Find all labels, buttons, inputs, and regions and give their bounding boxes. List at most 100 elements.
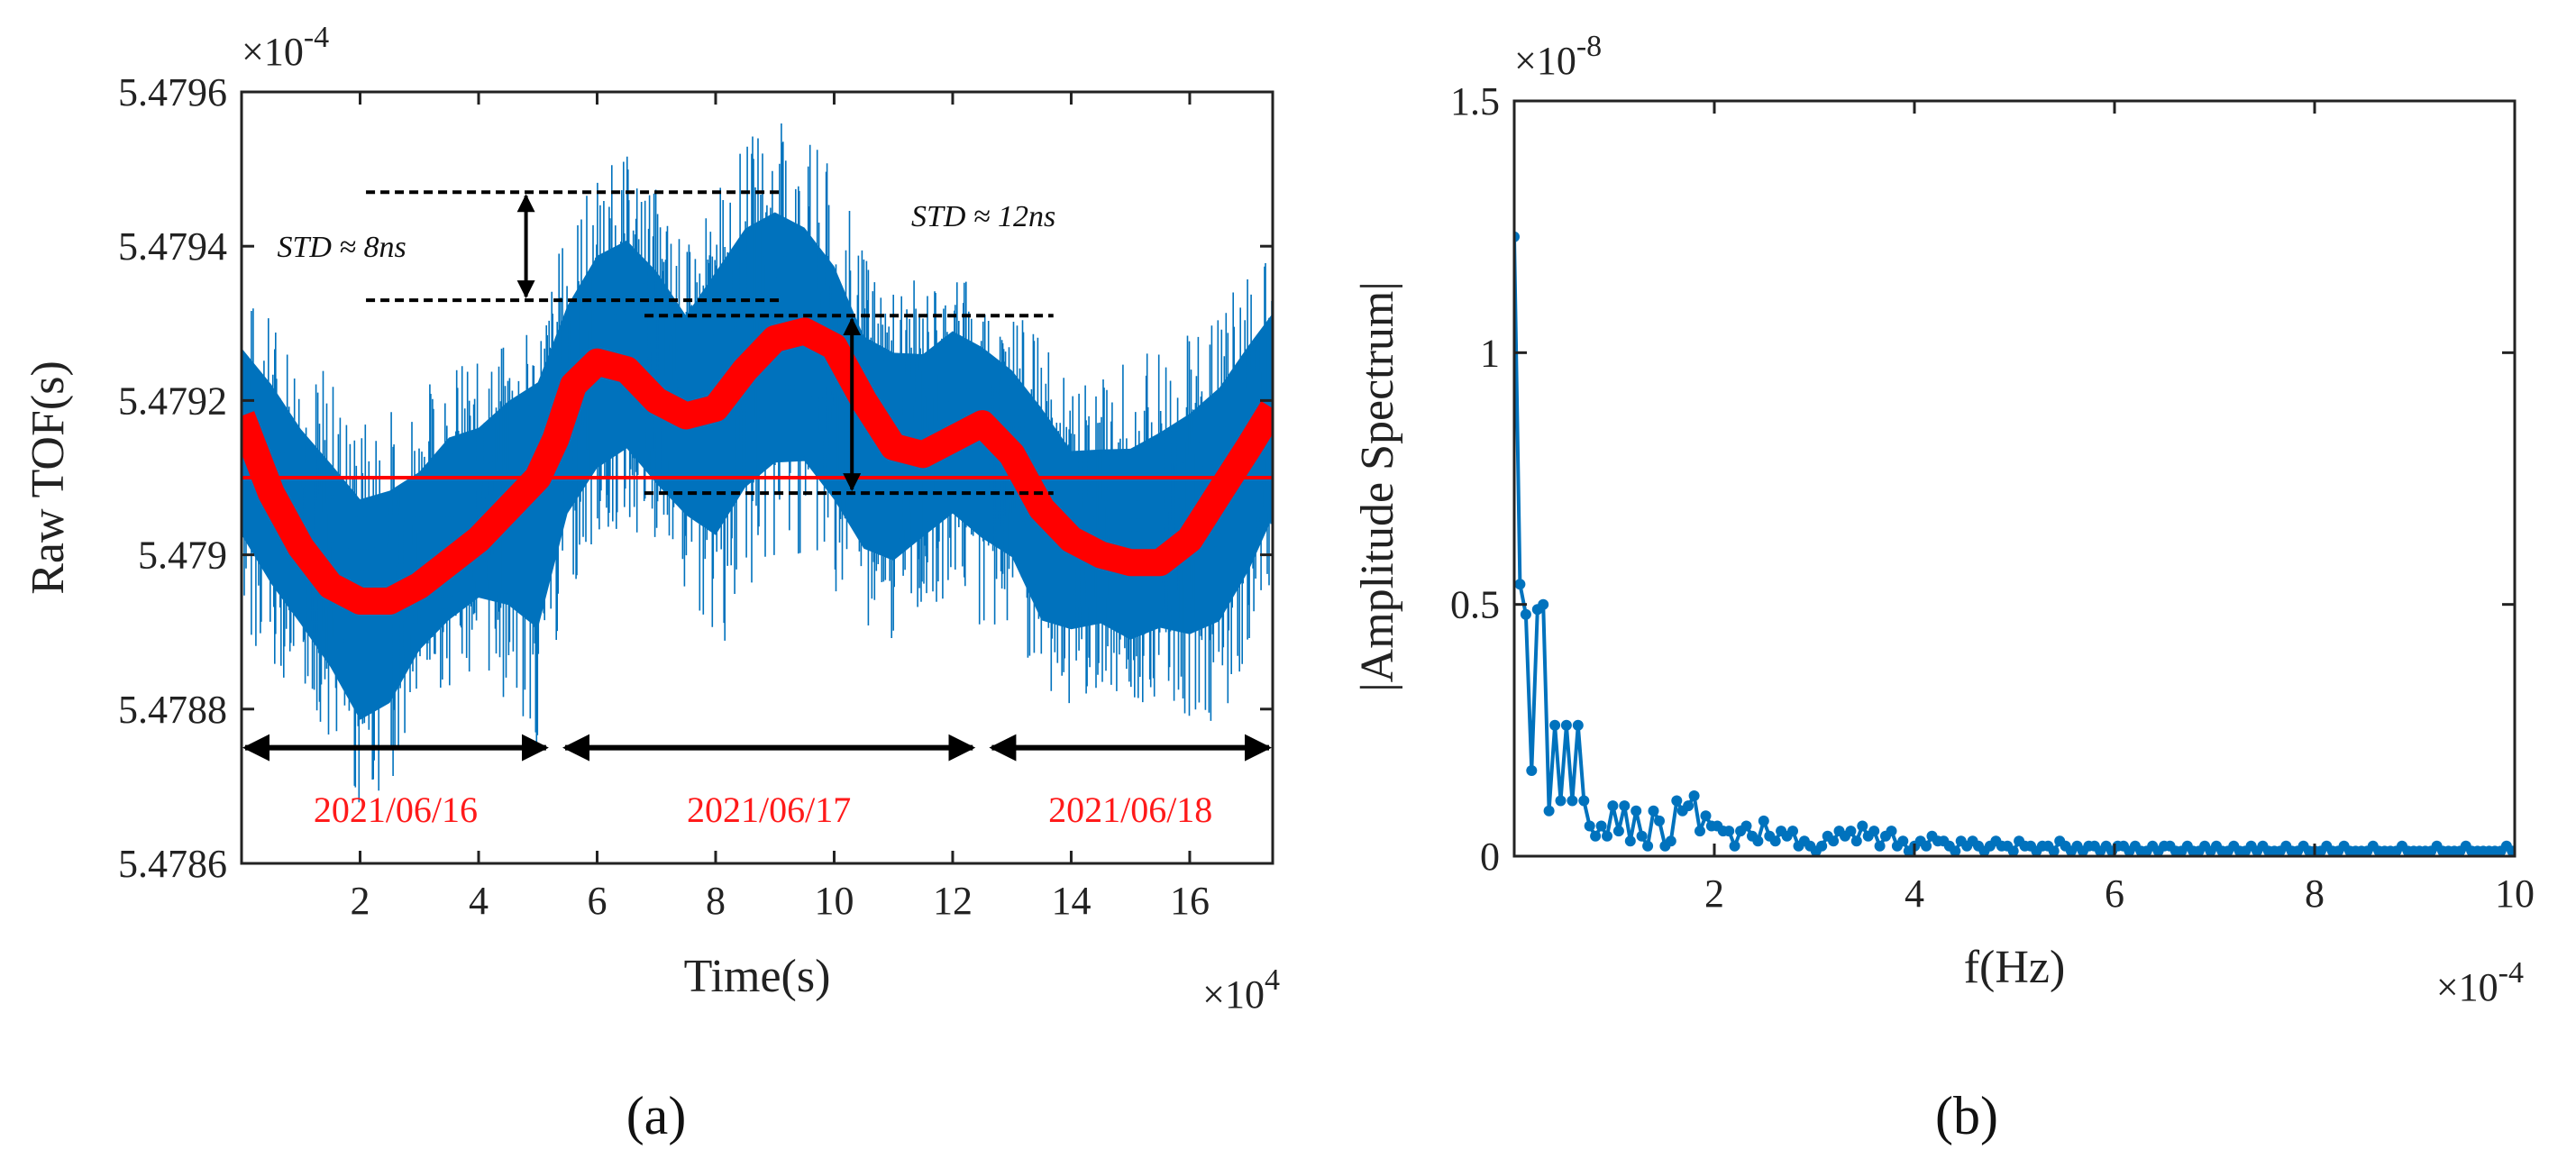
spectrum-point	[1700, 810, 1712, 822]
x-tick-label-a: 12	[933, 879, 973, 923]
spectrum-point	[1845, 826, 1857, 837]
spectrum-point	[1520, 608, 1531, 620]
spectrum-point	[1683, 800, 1694, 812]
spectrum-point	[1816, 840, 1828, 852]
amplitude-spectrum-series	[1514, 231, 2515, 856]
spectrum-point	[1549, 719, 1561, 731]
spectrum-point	[1578, 795, 1590, 807]
spectrum-point	[1769, 835, 1781, 847]
spectrum-point	[1740, 820, 1752, 832]
spectrum-point	[1567, 795, 1578, 807]
y-tick-label-a: 5.4786	[118, 842, 227, 886]
x-ticks-b: 2 4 6 8 10	[1704, 101, 2535, 916]
y-axis-label-a: Raw TOF(s)	[23, 360, 74, 595]
x-tick-label-a: 6	[587, 879, 607, 923]
spectrum-point	[1787, 826, 1798, 837]
spectrum-point	[1538, 598, 1549, 610]
spectrum-point	[1874, 840, 1886, 852]
y-axis-label-b: |Amplitude Spectrum|	[1352, 281, 1403, 692]
y-ticks-b: 0 0.5 1 1.5	[1450, 79, 2515, 879]
spectrum-point	[1654, 815, 1665, 826]
raw-tof-band-group	[242, 123, 1273, 803]
y-tick-label-b: 1.5	[1450, 79, 1500, 123]
spectrum-point	[1752, 835, 1764, 847]
spectrum-point	[1555, 795, 1567, 807]
spectrum-point	[1607, 800, 1619, 812]
x-tick-label-a: 2	[350, 879, 370, 923]
y-tick-label-a: 5.4792	[118, 379, 227, 423]
x-ticks-a: 2 4 6 8 10 12 14 16	[350, 92, 1210, 923]
spectrum-point	[1665, 835, 1676, 847]
panel-label-b: (b)	[1935, 1086, 1998, 1145]
y-tick-label-a: 5.4788	[118, 688, 227, 732]
spectrum-point	[1897, 835, 1909, 847]
spectrum-point	[1758, 815, 1769, 826]
spectrum-point	[1723, 826, 1735, 837]
spectrum-point	[1572, 719, 1584, 731]
trend-line	[242, 317, 1273, 615]
spectrum-point	[1671, 795, 1683, 807]
x-tick-label-a: 16	[1170, 879, 1210, 923]
x-tick-label-b: 6	[2105, 871, 2124, 916]
spectrum-point	[1694, 826, 1705, 837]
x-axis-label-a: Time(s)	[684, 951, 831, 1002]
plot-frame-b	[1512, 99, 2517, 858]
x-tick-label-b: 8	[2305, 871, 2325, 916]
plot-frame-a	[240, 90, 1274, 865]
std-left-label: STD ≈ 8ns	[277, 231, 406, 264]
x-tick-label-b: 2	[1704, 871, 1724, 916]
spectrum-point	[1526, 765, 1538, 776]
x-exponent-a: ×104	[1202, 963, 1280, 1017]
date-label: 2021/06/17	[687, 789, 851, 830]
y-tick-label-a: 5.479	[138, 534, 227, 578]
x-tick-label-a: 4	[469, 879, 489, 923]
spectrum-point	[1648, 805, 1659, 817]
spectrum-point	[1850, 835, 1862, 847]
x-tick-label-a: 8	[706, 879, 726, 923]
spectrum-point	[1688, 790, 1700, 801]
x-tick-label-b: 10	[2495, 871, 2535, 916]
spectrum-point	[1543, 805, 1555, 817]
spectrum-point	[2048, 845, 2060, 856]
spectrum-point	[1886, 826, 1897, 837]
y-exponent-a: ×10-4	[242, 21, 329, 74]
spectrum-point	[1950, 845, 1961, 856]
std-right-label: STD ≈ 12ns	[911, 200, 1055, 233]
y-tick-label-b: 0	[1480, 835, 1500, 879]
spectrum-point	[1612, 826, 1624, 837]
y-tick-label-a: 5.4794	[118, 224, 227, 269]
spectrum-point	[1857, 820, 1868, 832]
spectrum-point	[1560, 719, 1572, 731]
spectrum-point	[1619, 800, 1631, 812]
spectrum-point	[1636, 830, 1648, 842]
spectrum-point	[1921, 840, 1932, 852]
y-exponent-b: ×10-8	[1514, 30, 1602, 83]
spectrum-point	[2007, 845, 2019, 856]
std-annotations: STD ≈ 8ns STD ≈ 12ns 2021/06/16 2021/06/17 2…	[242, 190, 1272, 830]
y-tick-label-b: 0.5	[1450, 583, 1500, 627]
panel-b-chart: 2 4 6 8 10 0 0.5 1 1.5 |Amplitude Spectrum| f(H…	[1352, 30, 2535, 1145]
panel-label-a: (a)	[626, 1086, 687, 1145]
x-tick-label-a: 14	[1051, 879, 1091, 923]
spectrum-point	[2507, 845, 2515, 856]
spectrum-line	[1514, 236, 2514, 853]
date-label: 2021/06/16	[314, 789, 478, 830]
spectrum-point	[1595, 820, 1607, 832]
x-tick-label-b: 4	[1905, 871, 1924, 916]
x-exponent-b: ×10-4	[2436, 956, 2524, 1009]
spectrum-point	[1584, 820, 1595, 832]
x-tick-label-a: 10	[814, 879, 854, 923]
y-ticks-a: 5.4786 5.4788 5.479 5.4792 5.4794 5.4796	[118, 70, 1273, 886]
spectrum-point	[1642, 840, 1654, 852]
x-axis-label-b: f(Hz)	[1964, 942, 2066, 993]
spectrum-point	[1514, 579, 1526, 590]
spectrum-point	[1631, 805, 1642, 817]
date-label: 2021/06/18	[1048, 789, 1212, 830]
spectrum-point	[1868, 826, 1880, 837]
y-tick-label-a: 5.4796	[118, 70, 227, 114]
spectrum-point	[1602, 830, 1612, 842]
spectrum-point	[1729, 840, 1740, 852]
spectrum-point	[1828, 835, 1840, 847]
